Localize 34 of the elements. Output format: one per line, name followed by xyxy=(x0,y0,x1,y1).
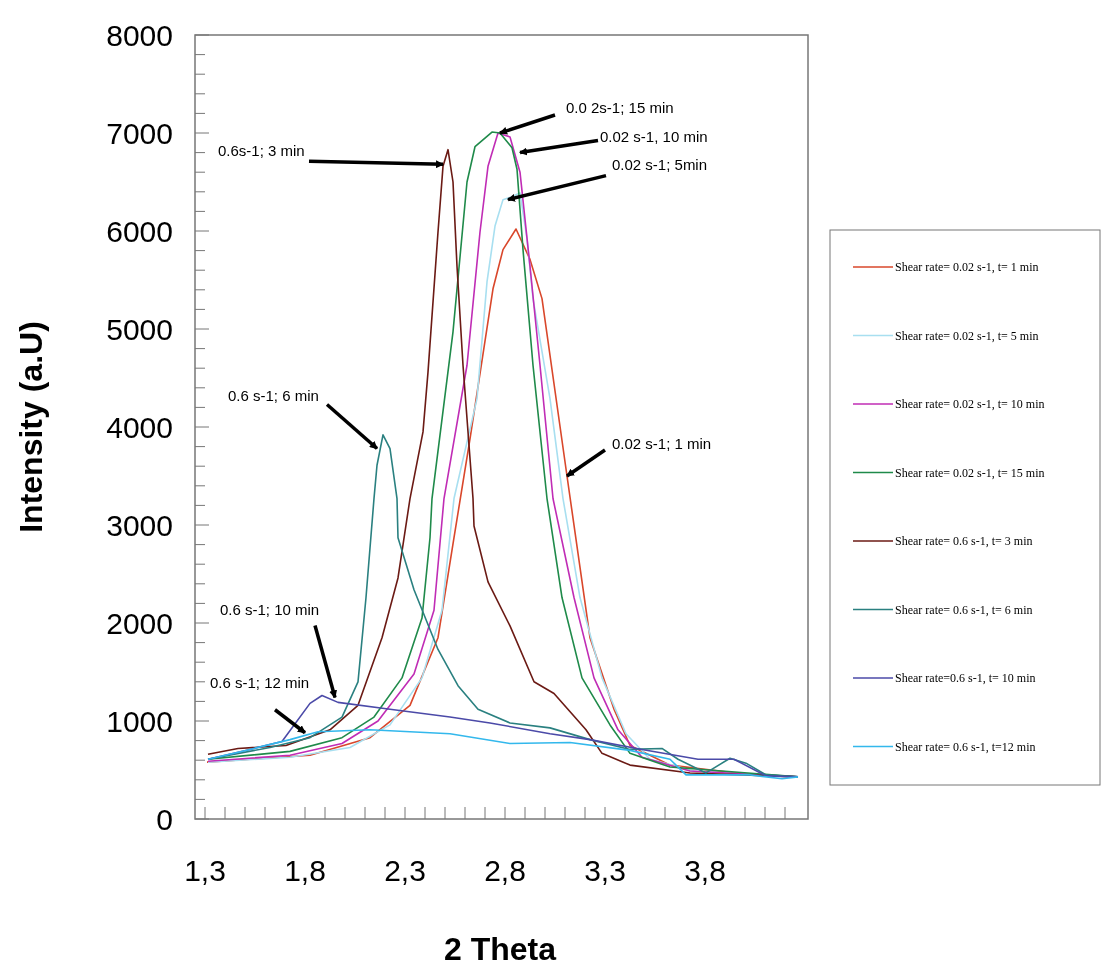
legend-label: Shear rate= 0.6 s-1, t=12 min xyxy=(895,739,1036,754)
x-tick-label: 1,3 xyxy=(184,854,226,887)
x-axis-title: 2 Theta xyxy=(443,931,557,967)
y-tick-label: 6000 xyxy=(106,214,173,248)
annotation: 0.02 s-1, 10 min xyxy=(600,127,708,145)
annotation: 0.0 2s-1; 15 min xyxy=(566,99,674,116)
y-tick-label: 1000 xyxy=(106,704,173,738)
annotation: 0.6 s-1; 10 min xyxy=(220,601,320,619)
x-tick-label: 2,8 xyxy=(484,854,526,887)
y-tick-label: 8000 xyxy=(106,18,173,52)
annotation: 0.6 s-1; 6 min xyxy=(228,386,319,404)
annotation: 0.6 s-1; 12 min xyxy=(210,673,310,691)
x-tick-label: 3,3 xyxy=(584,854,626,887)
annotation: 0.6s-1; 3 min xyxy=(218,142,305,160)
legend-label: Shear rate= 0.6 s-1, t= 6 min xyxy=(895,602,1033,617)
legend-label: Shear rate= 0.02 s-1, t= 1 min xyxy=(895,260,1039,275)
y-tick-label: 3000 xyxy=(106,508,173,542)
y-tick-label: 7000 xyxy=(106,116,173,150)
legend-label: Shear rate= 0.6 s-1, t= 3 min xyxy=(895,534,1033,549)
legend-label: Shear rate=0.6 s-1, t= 10 min xyxy=(895,671,1036,686)
x-tick-label: 1,8 xyxy=(284,854,326,887)
y-tick-label: 4000 xyxy=(106,410,173,444)
legend-label: Shear rate= 0.02 s-1, t= 5 min xyxy=(895,328,1039,343)
annotation: 0.02 s-1; 5min xyxy=(612,155,708,173)
y-tick-label: 2000 xyxy=(106,606,173,640)
legend-label: Shear rate= 0.02 s-1, t= 10 min xyxy=(895,397,1045,412)
x-tick-label: 2,3 xyxy=(384,854,426,887)
annotation: 0.02 s-1; 1 min xyxy=(612,435,712,452)
x-tick-label: 3,8 xyxy=(684,854,726,887)
legend-label: Shear rate= 0.02 s-1, t= 15 min xyxy=(895,465,1045,480)
y-tick-label: 5000 xyxy=(106,312,173,346)
y-tick-label: 0 xyxy=(156,802,173,836)
line-series xyxy=(207,729,799,780)
y-axis-title: Intensity (a.U) xyxy=(13,321,49,533)
